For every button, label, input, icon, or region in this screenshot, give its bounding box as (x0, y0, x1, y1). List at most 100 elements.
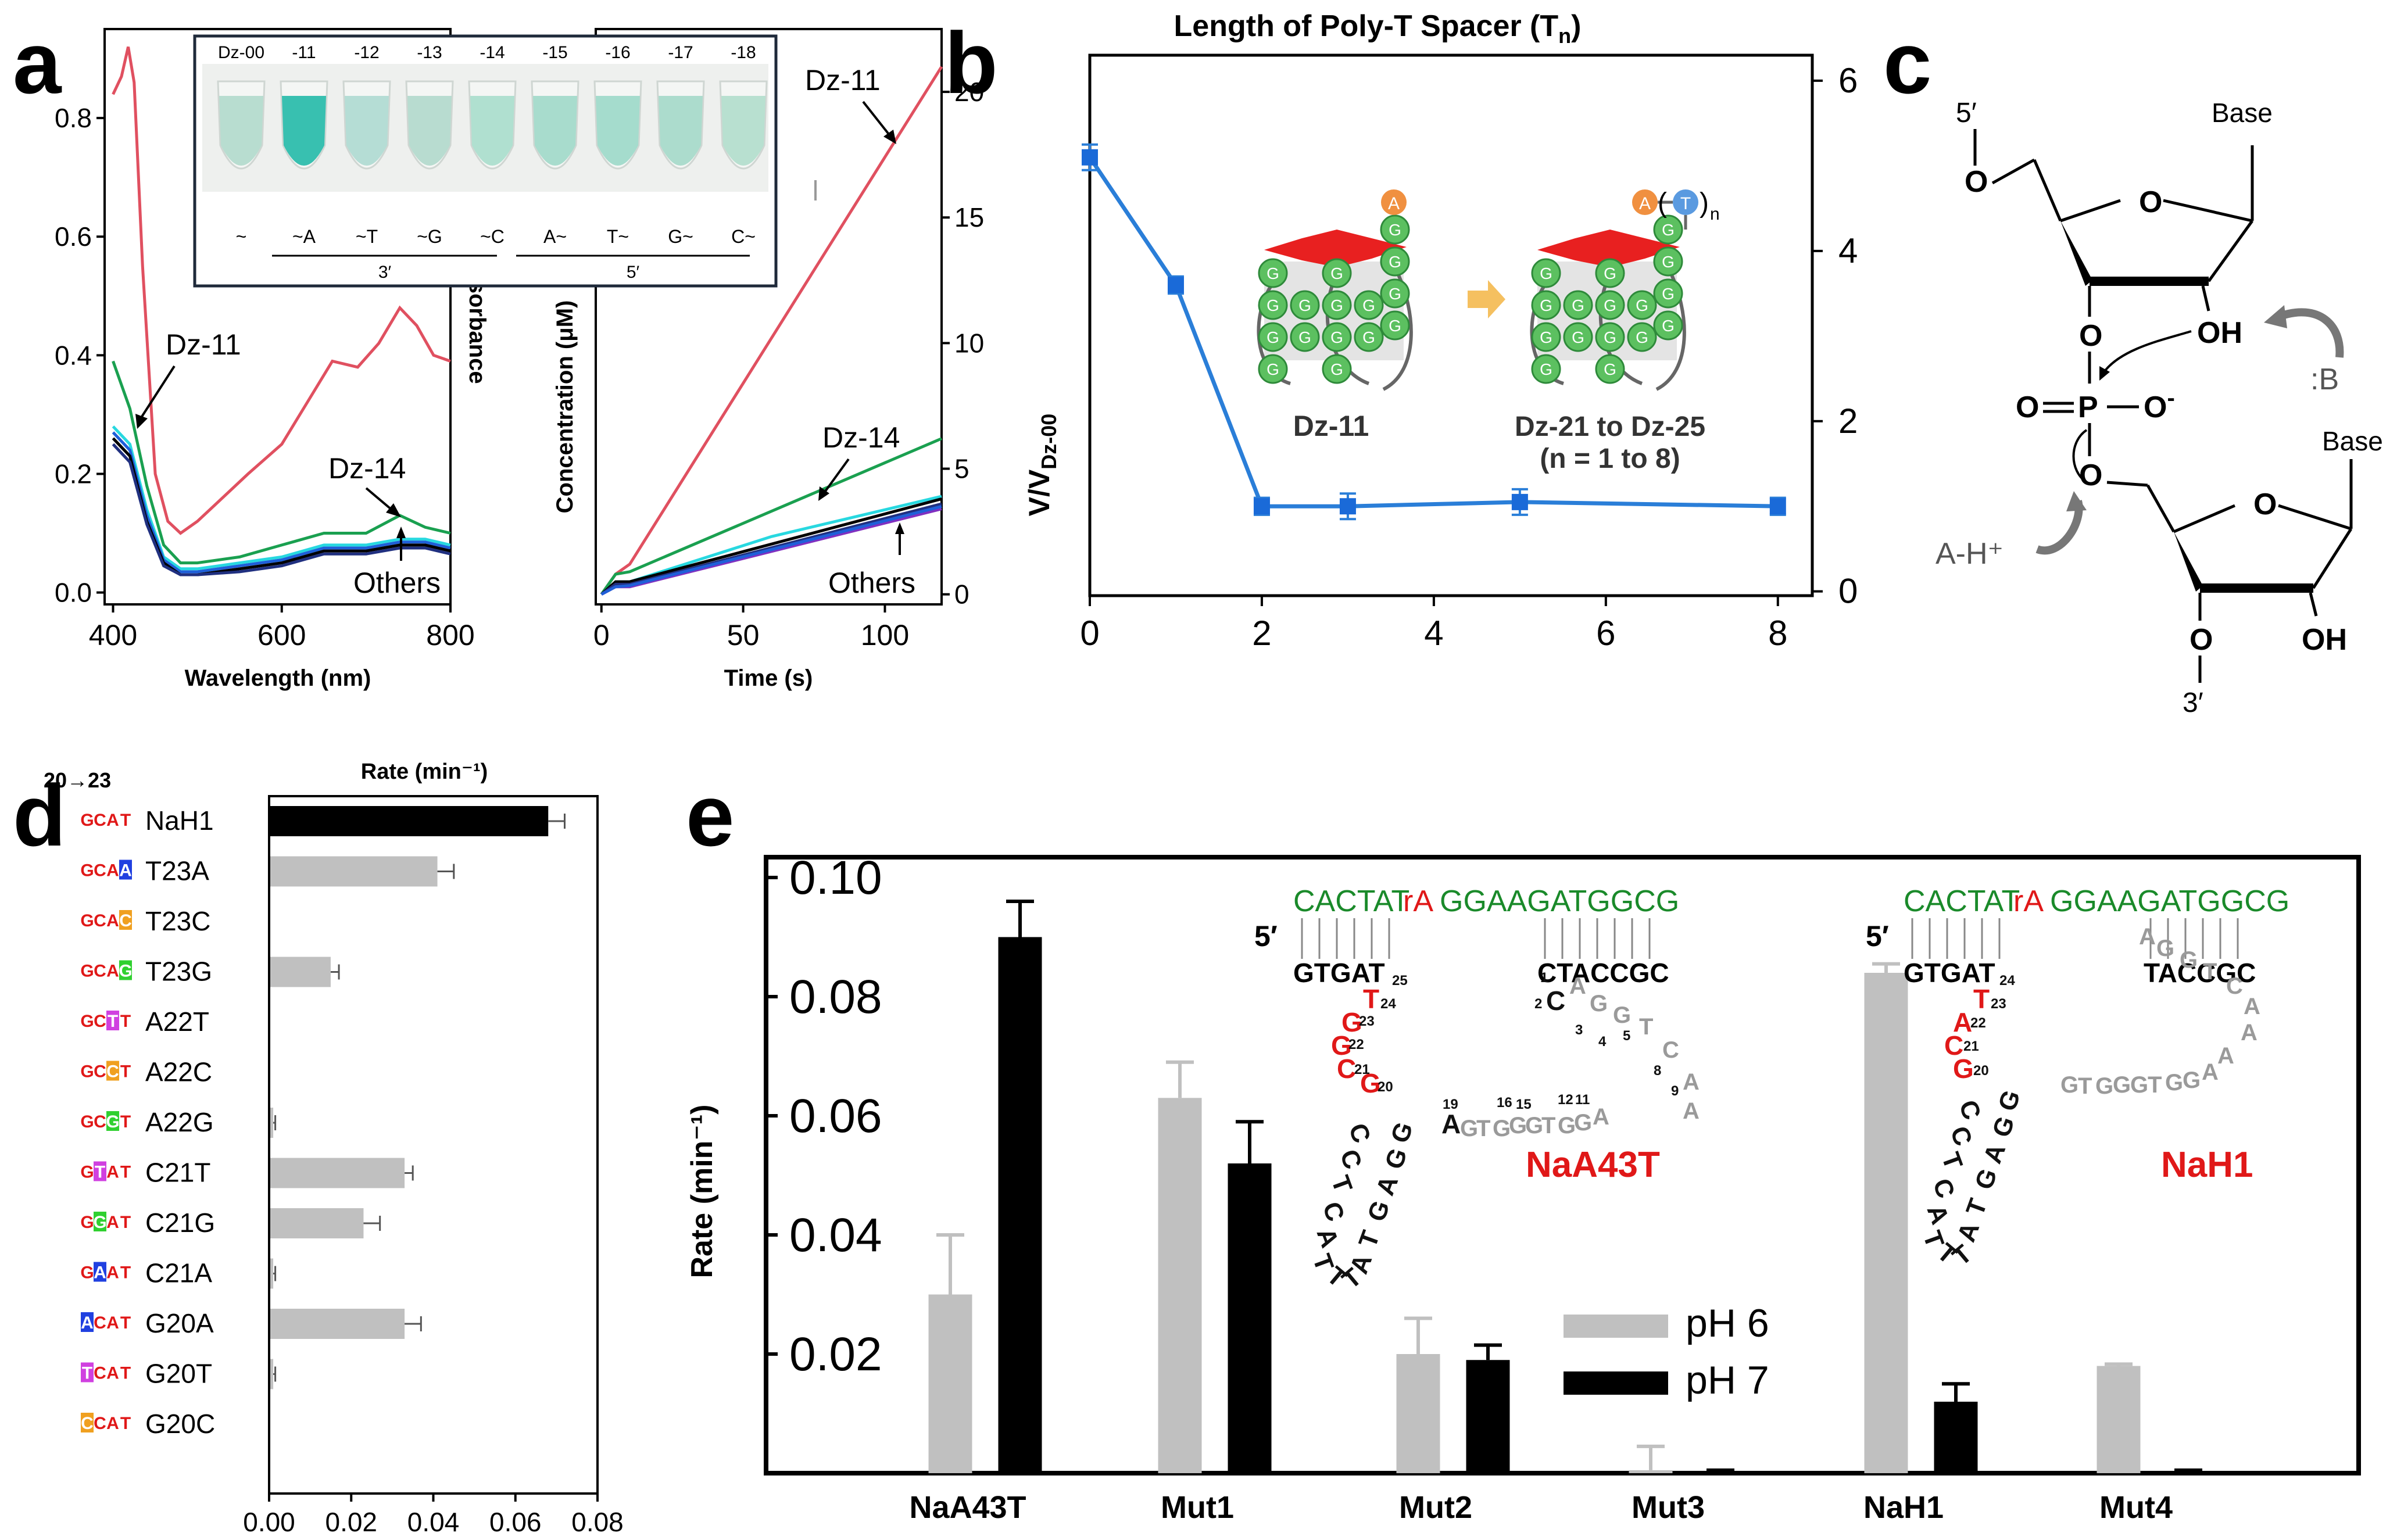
core-nucleotide: T (1326, 1172, 1358, 1197)
guanine-label: G (1298, 328, 1311, 346)
core-nucleotide: 2 (1534, 996, 1542, 1012)
e-plot-frame (764, 855, 2361, 1475)
legend-label-ph7: pH 7 (1686, 1358, 1769, 1402)
adenine-icon (1381, 189, 1407, 215)
guanine-label: G (1636, 328, 1648, 346)
naa43t-right-arm: CTACCGC (1537, 958, 1669, 988)
core-nucleotide: 15 (1516, 1097, 1532, 1112)
kin-others-annotation: Others (828, 567, 915, 599)
sequence-letter: T (120, 811, 131, 830)
core-nucleotide: G (1590, 991, 1608, 1016)
sequence-letter: T (120, 1062, 131, 1081)
guanine-label: G (1362, 328, 1375, 346)
sequence-letter: T (120, 1263, 131, 1283)
guanine-label: G (1662, 221, 1675, 239)
y-tick-label: 0.2 (55, 459, 92, 489)
series-line-others-2 (112, 431, 451, 574)
guanine-label: G (1572, 328, 1584, 346)
mutation-highlight (81, 1312, 94, 1332)
c-oxyanion: O- (2144, 385, 2175, 424)
guanine-icon (1563, 322, 1593, 352)
core-nucleotide: 19 (1443, 1097, 1458, 1112)
tube-label: -18 (731, 43, 756, 62)
c-bond (2146, 484, 2176, 533)
core-nucleotide: T (2148, 1072, 2162, 1098)
sequence-letter: G (93, 1213, 106, 1232)
core-nucleotide: A (1569, 973, 1586, 999)
kinetics-y-label: Concentration (μM) (552, 300, 578, 514)
series-line-others-4 (112, 443, 451, 576)
mutation-highlight (119, 960, 132, 980)
sequence-letter: G (119, 962, 132, 981)
rate-bar (269, 1208, 364, 1238)
tube-sublabel: ~T (356, 226, 378, 247)
mutation-highlight (94, 1262, 106, 1282)
sequence-letter: T (120, 1163, 131, 1182)
sequence-letter: C (94, 1364, 106, 1383)
nah1-right-arm: TACCGC (2144, 958, 2256, 988)
y-tick-label: 15 (954, 202, 984, 232)
c-3prime-label: 3′ (2183, 687, 2203, 718)
tube-solution (470, 96, 514, 166)
core-nucleotide: G (1493, 1116, 1511, 1141)
sequence-letter: T (120, 1112, 131, 1131)
core-nucleotide: C (1335, 1146, 1368, 1173)
sequence-letter: G (106, 1112, 119, 1131)
guanine-label: G (1572, 296, 1584, 314)
rate-bar-ph7 (2166, 1471, 2210, 1473)
tube-label: -13 (417, 43, 442, 62)
tube-solution (282, 96, 326, 166)
guanine-icon (1354, 290, 1384, 320)
guanine-icon (1322, 322, 1352, 352)
y-tick-label: 0.04 (789, 1209, 882, 1262)
sequence-letter: C (94, 1112, 106, 1131)
thymine-label: T (1680, 194, 1691, 213)
kin-others-arrowhead (895, 522, 904, 534)
core-nucleotide: 25 (1392, 973, 1408, 989)
c-attack-arrowhead (2099, 366, 2110, 381)
guanine-label: G (1662, 285, 1675, 303)
x-tick-label: 4 (1424, 614, 1443, 653)
kinetics-chart: 0 5 10 15 20 0 50 100 Time (s) Concentration (… (552, 28, 984, 691)
spacer-subscript: n (1710, 205, 1720, 224)
y-tick-label: 0 (954, 579, 969, 610)
mutant-label: C21G (145, 1208, 215, 1238)
guanine-icon (1290, 290, 1320, 320)
right-arrow-icon (1468, 280, 1505, 318)
nah1-name: NaH1 (2161, 1145, 2253, 1185)
guanine-icon (1531, 258, 1561, 288)
tube-label: -11 (292, 43, 316, 62)
y-tick-label: 0.08 (789, 970, 882, 1023)
rate-bar (269, 1359, 274, 1389)
sequence-letter: A (81, 1313, 94, 1333)
sequence-letter: C (81, 1414, 94, 1433)
nah1-left-arm: GTGAT (1904, 958, 1995, 988)
kin-dz14-annotation: Dz-14 (822, 421, 900, 454)
c-5prime-oxygen: O (1965, 165, 1988, 199)
rate-bar (269, 1158, 405, 1188)
sequence-letter: C (94, 811, 106, 830)
x-tick-label: 600 (257, 619, 306, 651)
rate-line (1088, 156, 1778, 508)
core-nucleotide: 24 (1999, 973, 2015, 989)
adenine-icon-2 (1632, 189, 1658, 215)
dz14-arrow (365, 487, 393, 511)
y-tick-label: 0.06 (789, 1090, 882, 1143)
y-tick-label: 0.0 (55, 578, 92, 608)
category-label: Mut1 (1161, 1490, 1234, 1525)
c-leaving-arrow (2072, 429, 2088, 484)
y-tick-label: 4 (1838, 231, 1858, 270)
kinetics-x-label: Time (s) (724, 665, 813, 691)
data-point (1511, 493, 1528, 510)
mutant-label: T23C (145, 906, 210, 936)
core-nucleotide: G (1362, 1197, 1396, 1225)
sequence-letter: G (80, 1213, 94, 1232)
rate-bar (269, 806, 549, 836)
sequence-letter: A (106, 1163, 119, 1182)
core-nucleotide: G (1331, 1030, 1352, 1061)
y-tick-label: 5 (954, 454, 969, 484)
sequence-letter: G (80, 962, 94, 981)
mutant-label: C21A (145, 1258, 212, 1288)
